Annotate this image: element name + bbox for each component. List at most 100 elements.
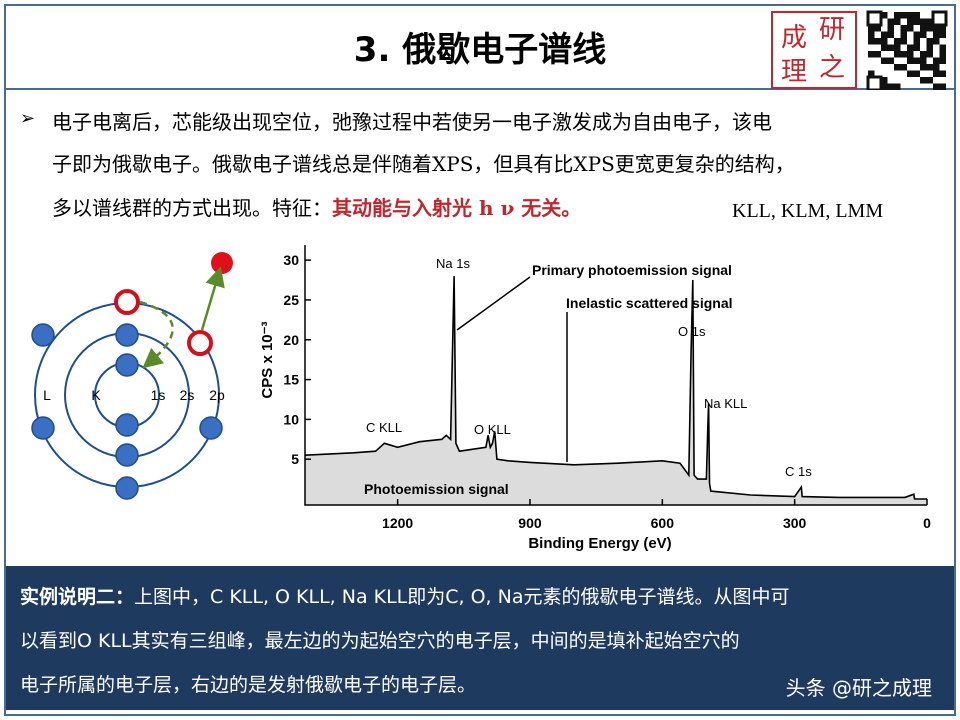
qr-cell	[939, 51, 946, 58]
frame	[4, 4, 956, 716]
qr-cell	[920, 57, 927, 64]
shell-label: 2p	[209, 387, 225, 403]
qr-finder	[931, 10, 948, 27]
y-tick-label: 20	[283, 332, 299, 348]
annotation: Na KLL	[704, 396, 747, 411]
highlight: 其动能与入射光 h ν 无关。	[332, 196, 582, 220]
qr-cell	[900, 31, 907, 38]
qr-cell	[913, 12, 920, 19]
qr-cell	[900, 25, 907, 32]
qr-cell	[933, 70, 940, 77]
qr-cell	[926, 18, 933, 25]
qr-cell	[933, 31, 940, 38]
qr-cell	[868, 51, 875, 58]
qr-cell	[920, 51, 927, 58]
qr-cell	[887, 18, 894, 25]
qr-cell	[881, 44, 888, 51]
annotation: Primary photoemission signal	[532, 262, 732, 278]
qr-cell	[900, 12, 907, 19]
logo-char: 成	[781, 22, 807, 52]
y-axis-label: CPS x 10⁻³	[259, 321, 276, 398]
qr-cell	[874, 25, 881, 32]
x-tick-label: 900	[518, 515, 542, 531]
bullet-line: 子即为俄歇电子。俄歇电子谱线总是伴随着XPS，但具有比XPS更宽更复杂的结构，	[52, 152, 795, 176]
qr-cell	[907, 18, 914, 25]
qr-cell	[894, 12, 901, 19]
qr-cell	[894, 18, 901, 25]
shell-label: K	[91, 387, 101, 403]
y-tick-label: 5	[291, 451, 299, 467]
x-tick-label: 600	[651, 515, 675, 531]
qr-cell	[913, 44, 920, 51]
qr-cell	[881, 77, 888, 84]
qr-cell	[939, 25, 946, 32]
qr-cell	[894, 51, 901, 58]
qr-cell	[881, 83, 888, 90]
qr-cell	[933, 83, 940, 90]
caption-line: 以看到O KLL其实有三组峰，最左边的为起始空穴的电子层，中间的是填补起始空穴的	[20, 630, 740, 652]
y-tick-label: 15	[283, 372, 299, 388]
qr-cell	[920, 64, 927, 71]
qr-finder	[866, 75, 883, 90]
qr-cell	[881, 38, 888, 45]
qr-cell	[920, 18, 927, 25]
watermark: 头条 @研之成理	[785, 676, 932, 700]
qr-cell	[913, 18, 920, 25]
qr-cell	[868, 38, 875, 45]
caption-line: 电子所属的电子层，右边的是发射俄歇电子的电子层。	[20, 674, 477, 696]
shell-label: L	[43, 387, 51, 403]
title: 3. 俄歇电子谱线	[353, 30, 607, 70]
caption-label: 实例说明二：	[20, 586, 135, 608]
qr-cell	[933, 38, 940, 45]
logo-char: 之	[819, 52, 845, 82]
line	[304, 276, 927, 500]
hole	[187, 330, 213, 356]
header-rule	[6, 88, 954, 90]
qr-cell	[887, 44, 894, 51]
qr-cell	[913, 57, 920, 64]
qr-cell	[907, 51, 914, 58]
qr-cell	[887, 25, 894, 32]
caption-box: 实例说明二：上图中，C KLL, O KLL, Na KLL即为C, O, Na…	[6, 566, 954, 710]
qr-cell	[900, 51, 907, 58]
annotation: C 1s	[785, 464, 812, 479]
logo: 研 成 理 之	[771, 10, 948, 90]
qr-cell	[868, 70, 875, 77]
pointer	[456, 276, 531, 331]
qr-cell	[900, 38, 907, 45]
qr-cell	[881, 12, 888, 19]
annotation: Na 1s	[436, 256, 470, 271]
qr-cell	[939, 83, 946, 90]
caption-line: 实例说明二：上图中，C KLL, O KLL, Na KLL即为C, O, Na…	[20, 582, 790, 609]
annotation: Inelastic scattered signal	[566, 295, 733, 311]
qr-cell	[933, 25, 940, 32]
qr-cell	[881, 57, 888, 64]
qr-cell	[926, 77, 933, 84]
axes	[304, 245, 927, 506]
qr-cell	[907, 57, 914, 64]
qr-cell	[913, 70, 920, 77]
qr-cell	[920, 77, 927, 84]
qr-cell	[874, 51, 881, 58]
qr-cell	[926, 44, 933, 51]
hole	[114, 289, 140, 315]
qr-cell	[894, 44, 901, 51]
qr-cell	[894, 38, 901, 45]
qr-cell	[907, 70, 914, 77]
y-tick-label: 25	[283, 292, 299, 308]
qr-cell	[907, 25, 914, 32]
qr-cell	[920, 25, 927, 32]
electrons	[31, 323, 223, 500]
caption-text: 上图中，C KLL, O KLL, Na KLL即为C, O, Na元素的俄歇电…	[134, 586, 790, 608]
qr-cell	[887, 31, 894, 38]
qr-cell	[939, 44, 946, 51]
qr-cell	[913, 38, 920, 45]
qr-cell	[874, 38, 881, 45]
qr-cell	[939, 57, 946, 64]
shell-label: 1s	[151, 387, 166, 403]
shell-label: 2s	[180, 387, 195, 403]
qr-cell	[920, 31, 927, 38]
transition-arrow	[139, 300, 174, 369]
qr-code	[866, 10, 948, 90]
